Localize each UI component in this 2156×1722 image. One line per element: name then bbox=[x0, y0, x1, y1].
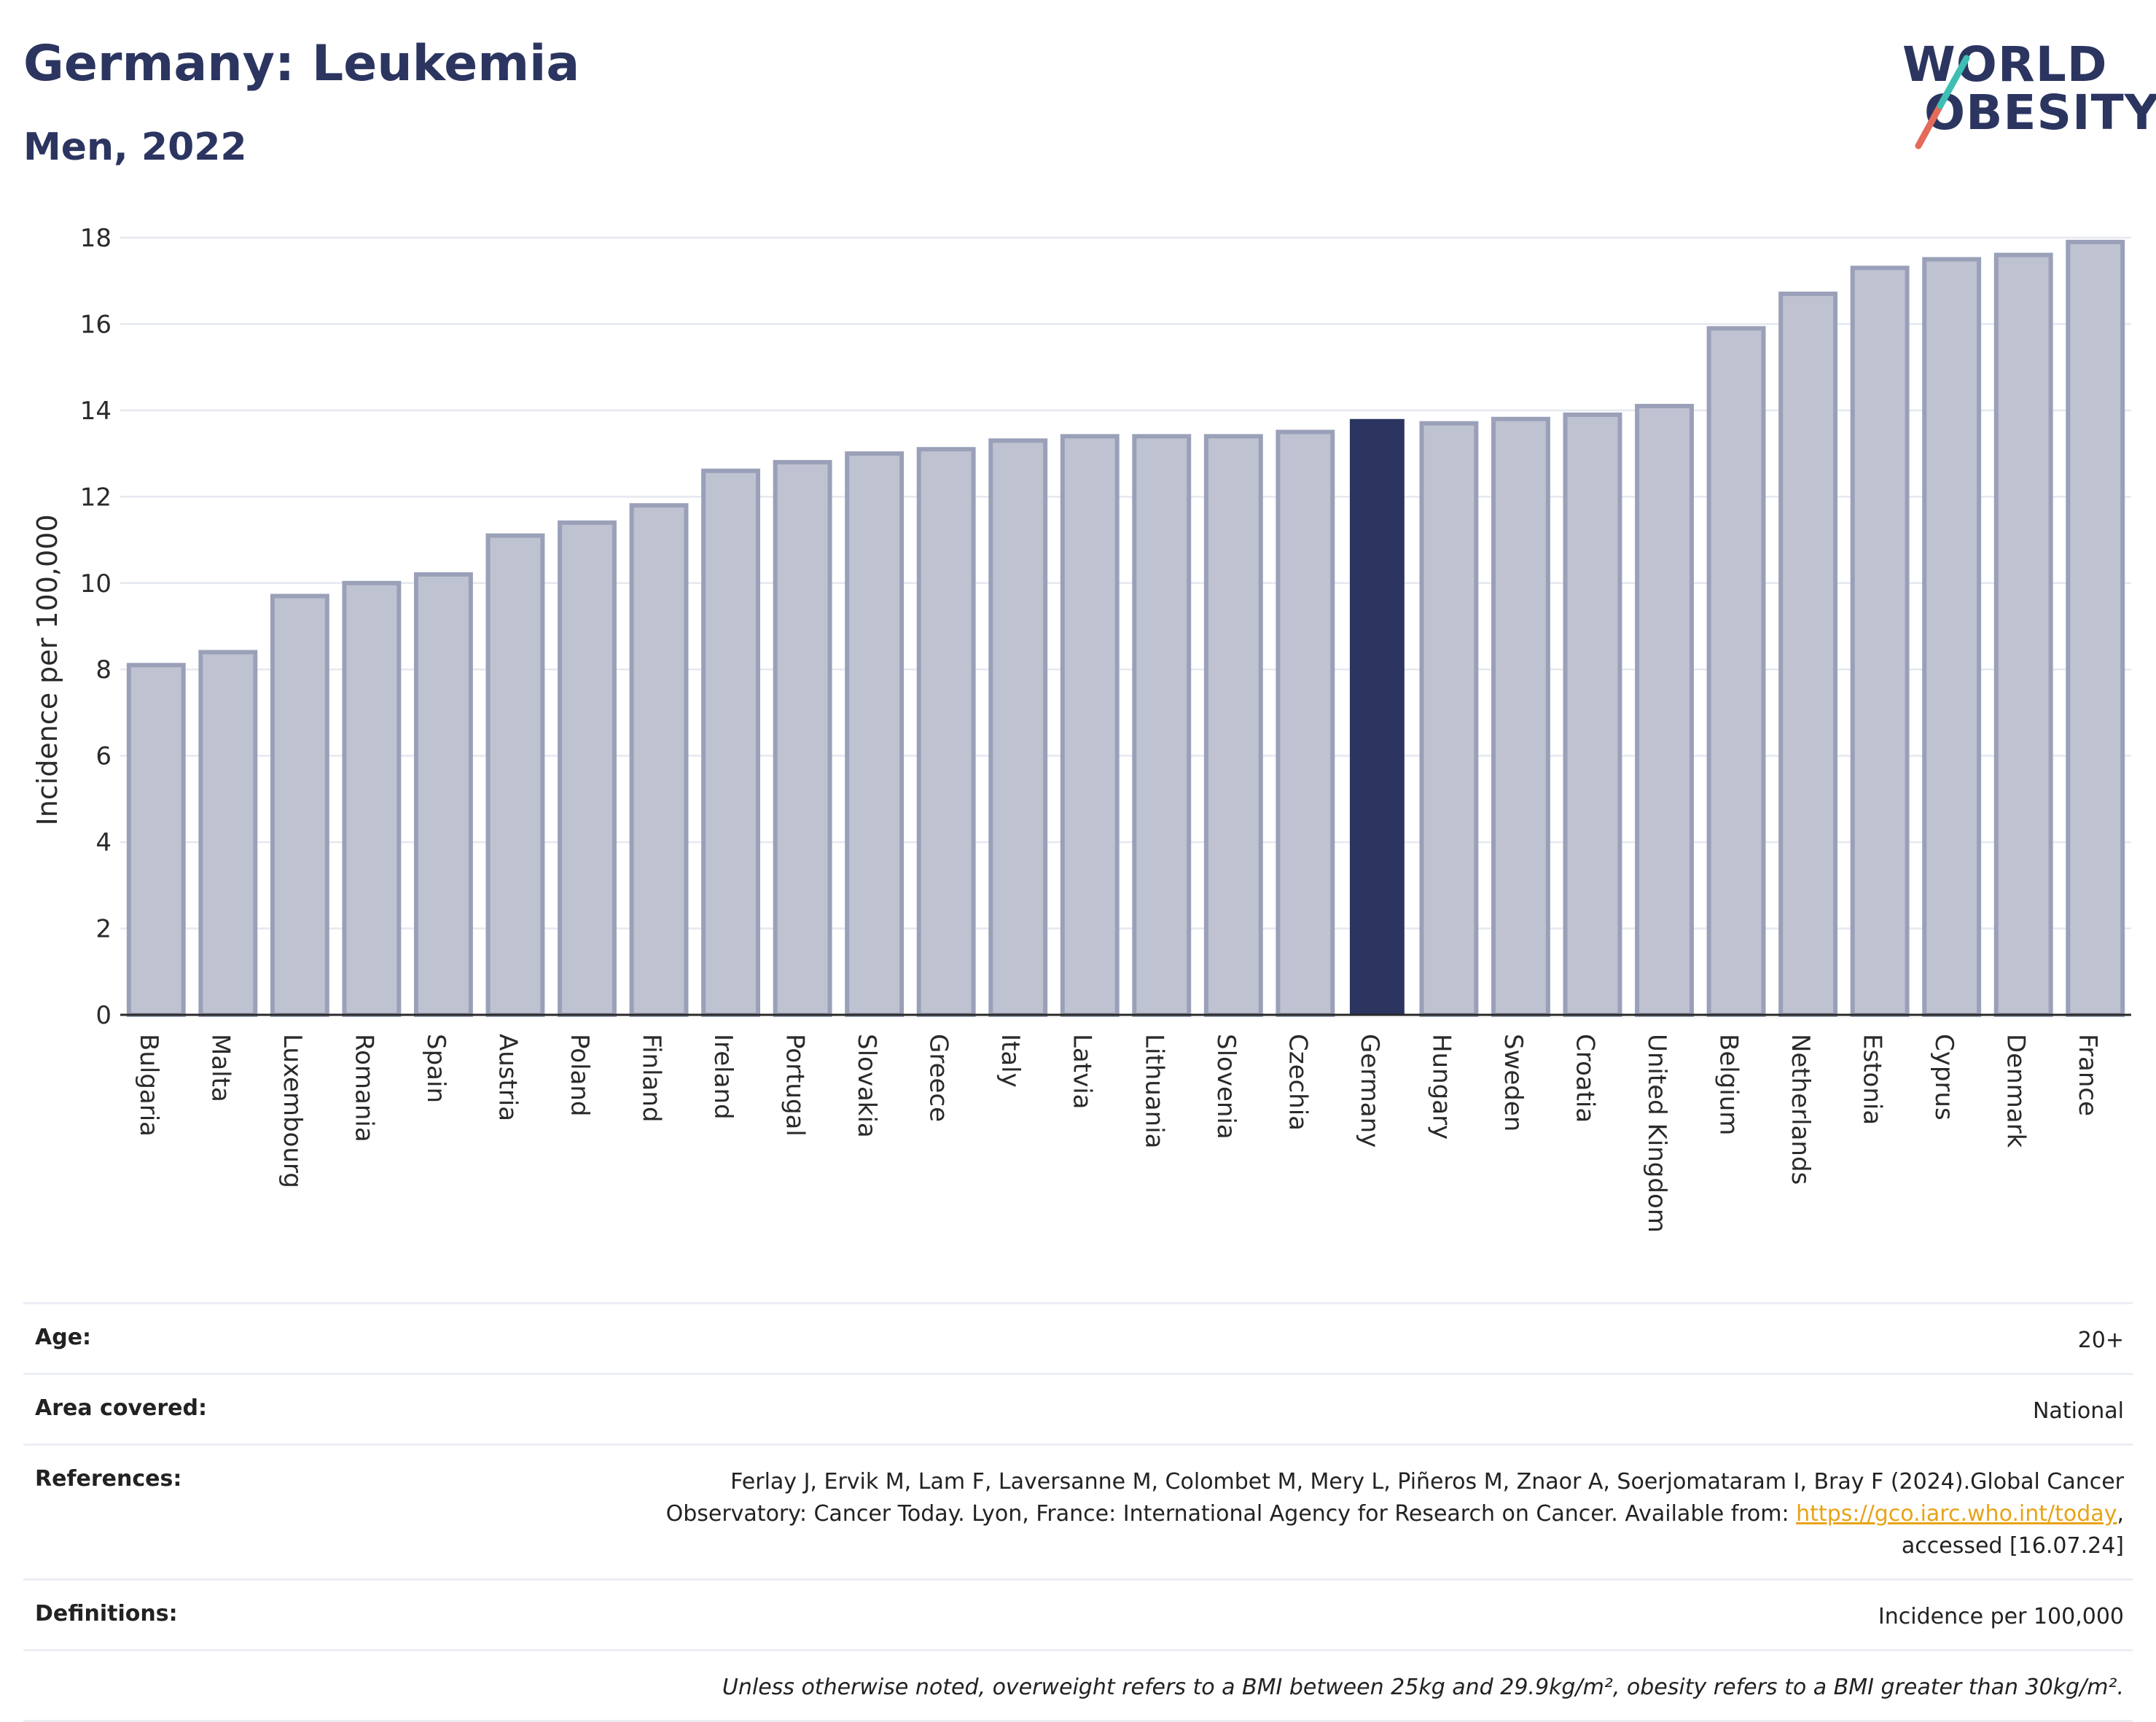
x-tick-label: Czechia bbox=[1283, 1034, 1312, 1131]
y-tick-label: 10 bbox=[80, 569, 112, 599]
y-tick-label: 18 bbox=[80, 224, 112, 253]
bar-hungary bbox=[1419, 421, 1479, 1017]
age-row: Age: 20+ bbox=[23, 1302, 2133, 1373]
x-tick-label: Belgium bbox=[1714, 1034, 1743, 1135]
x-tick-label: Ireland bbox=[708, 1034, 738, 1120]
x-tick-labels: Bulgaria Malta Luxembourg Romania Spain Austr… bbox=[134, 1034, 2102, 1233]
bar-france bbox=[2066, 239, 2125, 1017]
bar-latvia bbox=[1060, 434, 1120, 1017]
x-tick-label: Estonia bbox=[1858, 1034, 1887, 1125]
bar-germany bbox=[1349, 418, 1405, 1015]
x-tick-label: Poland bbox=[565, 1034, 594, 1117]
x-tick-label: Finland bbox=[637, 1034, 666, 1123]
bar-cyprus bbox=[1922, 257, 1982, 1018]
bar-spain bbox=[413, 572, 473, 1017]
bar-croatia bbox=[1563, 412, 1622, 1017]
logo-slash-icon bbox=[1915, 55, 1970, 149]
bar-belgium bbox=[1706, 326, 1766, 1018]
y-tick-label: 14 bbox=[80, 397, 112, 426]
x-tick-label: Spain bbox=[421, 1034, 450, 1103]
references-line-3: accessed [16.07.24] bbox=[1901, 1533, 2124, 1559]
bar-netherlands bbox=[1778, 291, 1838, 1017]
bar-bulgaria bbox=[126, 663, 186, 1017]
x-tick-label: Luxembourg bbox=[278, 1034, 307, 1188]
y-tick-labels: 0 2 4 6 8 10 12 14 16 18 bbox=[80, 224, 112, 1030]
x-tick-label: Sweden bbox=[1499, 1034, 1528, 1131]
area-label: Area covered: bbox=[35, 1395, 207, 1421]
x-tick-label: Greece bbox=[924, 1034, 953, 1122]
bar-denmark bbox=[1993, 252, 2053, 1018]
x-tick-label: United Kingdom bbox=[1642, 1034, 1671, 1233]
references-link[interactable]: https://gco.iarc.who.int/today bbox=[1796, 1501, 2117, 1527]
y-tick-label: 12 bbox=[80, 483, 112, 512]
x-tick-label: Bulgaria bbox=[134, 1034, 163, 1137]
y-axis-label: Incidence per 100,000 bbox=[31, 514, 63, 825]
bar-ireland bbox=[701, 468, 760, 1017]
x-tick-label: Malta bbox=[206, 1034, 235, 1102]
bar-finland bbox=[629, 503, 689, 1017]
definitions-row: Definitions: Incidence per 100,000 bbox=[23, 1578, 2133, 1649]
y-tick-label: 2 bbox=[95, 915, 112, 944]
x-tick-label: Italy bbox=[996, 1034, 1025, 1088]
bar-estonia bbox=[1850, 265, 1910, 1017]
x-tick-label: Slovakia bbox=[852, 1034, 881, 1138]
bar-poland bbox=[558, 520, 617, 1017]
note-row: Unless otherwise noted, overweight refer… bbox=[23, 1649, 2133, 1722]
references-label: References: bbox=[35, 1466, 182, 1492]
age-label: Age: bbox=[35, 1325, 92, 1350]
bar-romania bbox=[342, 580, 402, 1017]
y-tick-label: 0 bbox=[95, 1001, 112, 1030]
x-tick-label: Portugal bbox=[781, 1034, 810, 1137]
x-tick-label: Denmark bbox=[2001, 1034, 2031, 1148]
page-title: Germany: Leukemia bbox=[23, 35, 580, 93]
y-tick-label: 8 bbox=[95, 655, 112, 685]
references-row: References: Ferlay J, Ervik M, Lam F, La… bbox=[23, 1444, 2133, 1578]
bmi-note: Unless otherwise noted, overweight refer… bbox=[722, 1675, 2124, 1700]
area-value: National bbox=[2032, 1398, 2124, 1424]
y-tick-label: 6 bbox=[95, 742, 112, 771]
y-tick-label: 16 bbox=[80, 310, 112, 339]
x-tick-label: Lithuania bbox=[1139, 1034, 1168, 1148]
definitions-label: Definitions: bbox=[35, 1601, 178, 1626]
bar-luxembourg bbox=[270, 593, 329, 1017]
bar-sweden bbox=[1491, 416, 1550, 1017]
x-tick-label: Germany bbox=[1355, 1034, 1384, 1148]
bar-lithuania bbox=[1132, 434, 1192, 1017]
x-tick-label: Slovenia bbox=[1211, 1034, 1241, 1139]
x-tick-label: France bbox=[2073, 1034, 2102, 1116]
x-tick-label: Netherlands bbox=[1786, 1034, 1815, 1185]
references-line-1: Ferlay J, Ervik M, Lam F, Laversanne M, … bbox=[730, 1469, 2124, 1495]
bar-czechia bbox=[1276, 429, 1335, 1017]
bar-greece bbox=[916, 447, 976, 1017]
bar-chart: 0 2 4 6 8 10 12 14 16 18 Bulgaria Malta Luxembourg R… bbox=[31, 224, 2131, 1233]
y-tick-label: 4 bbox=[95, 828, 112, 857]
bar-austria bbox=[485, 533, 545, 1017]
x-tick-label: Romania bbox=[349, 1034, 378, 1142]
bar-slovenia bbox=[1203, 434, 1263, 1017]
world-obesity-logo: WORLD OBESITY bbox=[1895, 36, 2156, 153]
bar-malta bbox=[198, 650, 258, 1017]
x-tick-label: Croatia bbox=[1570, 1034, 1599, 1123]
x-tick-label: Hungary bbox=[1426, 1034, 1456, 1139]
references-line-2: Observatory: Cancer Today. Lyon, France:… bbox=[665, 1501, 1797, 1527]
bar-slovakia bbox=[845, 451, 905, 1017]
definitions-value: Incidence per 100,000 bbox=[1878, 1604, 2124, 1629]
logo-line-2: OBESITY bbox=[1924, 85, 2156, 141]
age-value: 20+ bbox=[2077, 1328, 2124, 1353]
references-value: Ferlay J, Ervik M, Lam F, Laversanne M, … bbox=[665, 1469, 2124, 1559]
info-table: Age: 20+ Area covered: National Referenc… bbox=[23, 1302, 2133, 1722]
page-subtitle: Men, 2022 bbox=[23, 125, 247, 169]
bar-italy bbox=[988, 438, 1048, 1017]
bars bbox=[126, 239, 2125, 1018]
area-row: Area covered: National bbox=[23, 1373, 2133, 1444]
x-tick-label: Cyprus bbox=[1929, 1034, 1958, 1121]
bar-united-kingdom bbox=[1635, 403, 1694, 1017]
bar-portugal bbox=[773, 459, 832, 1017]
x-tick-label: Austria bbox=[493, 1034, 522, 1121]
logo-line-1: WORLD bbox=[1902, 36, 2108, 93]
x-tick-label: Latvia bbox=[1068, 1034, 1097, 1110]
